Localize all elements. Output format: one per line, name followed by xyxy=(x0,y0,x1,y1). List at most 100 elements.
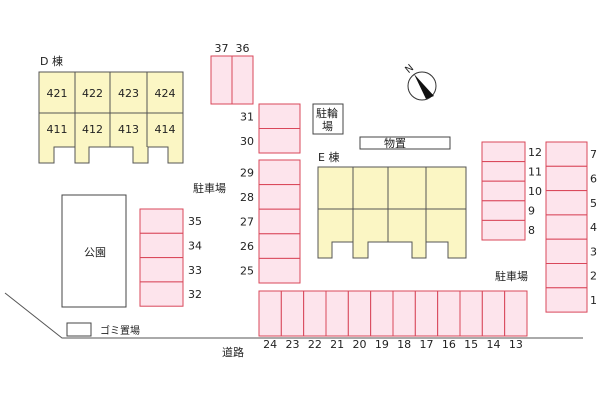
parking-stall-22[interactable] xyxy=(303,290,327,337)
e-building-label: E 棟 xyxy=(318,150,339,164)
stall-number: 31 xyxy=(240,110,254,123)
unit-number: 423 xyxy=(118,87,139,100)
parking-stall-27[interactable] xyxy=(258,208,301,235)
parking-stall-15[interactable] xyxy=(459,290,483,337)
d-building xyxy=(38,71,184,164)
parking-stall-29[interactable] xyxy=(258,159,301,186)
bike-parking-label-2: 場 xyxy=(322,120,333,133)
stall-number: 32 xyxy=(188,288,202,301)
stall-number: 12 xyxy=(528,146,542,159)
parking-stall-16[interactable] xyxy=(437,290,461,337)
parking-stall-23[interactable] xyxy=(280,290,305,337)
parking-stall-37[interactable] xyxy=(210,55,233,105)
stall-number: 14 xyxy=(487,338,501,351)
unit-number: 411 xyxy=(47,123,68,136)
parking-stall-6[interactable] xyxy=(545,165,588,192)
parking-stall-19[interactable] xyxy=(370,290,394,337)
parking-stall-28[interactable] xyxy=(258,184,301,210)
stall-number: 5 xyxy=(590,197,597,210)
bike-parking-label: 駐輪 xyxy=(316,106,338,120)
parking-stall-5[interactable] xyxy=(545,190,588,216)
stall-number: 11 xyxy=(528,165,542,178)
stall-number: 34 xyxy=(188,239,202,252)
stall-number: 25 xyxy=(240,265,254,278)
parking-stall-3[interactable] xyxy=(545,238,588,264)
parking-stall-35[interactable] xyxy=(139,208,184,234)
parking-stall-11[interactable] xyxy=(481,161,526,182)
stall-number: 20 xyxy=(353,338,367,351)
stall-number: 18 xyxy=(397,338,411,351)
parking-label: 駐車場 xyxy=(193,181,226,195)
stall-number: 2 xyxy=(590,270,597,283)
parking-stall-25[interactable] xyxy=(258,257,301,284)
parking-stall-13[interactable] xyxy=(504,290,528,337)
stall-number: 23 xyxy=(286,338,300,351)
parking-stall-33[interactable] xyxy=(139,257,184,283)
parking-stall-30[interactable] xyxy=(258,128,301,154)
stall-number: 16 xyxy=(442,338,456,351)
stall-number: 27 xyxy=(240,216,254,229)
park-label: 公園 xyxy=(84,246,106,259)
stall-number: 6 xyxy=(590,172,597,185)
bike-parking-box xyxy=(312,103,344,135)
parking-stall-7[interactable] xyxy=(545,141,588,167)
garbage-area xyxy=(66,322,92,337)
stall-number: 10 xyxy=(528,185,542,198)
e-building xyxy=(317,166,467,259)
stall-number: 9 xyxy=(528,205,535,218)
stall-number: 35 xyxy=(188,215,202,228)
stall-number: 3 xyxy=(590,245,597,258)
stall-number: 29 xyxy=(240,166,254,179)
stall-number: 8 xyxy=(528,224,535,237)
garbage-label: ゴミ置場 xyxy=(100,324,140,337)
stall-number: 15 xyxy=(464,338,478,351)
parking-stall-1[interactable] xyxy=(545,287,588,313)
parking-stall-8[interactable] xyxy=(481,219,526,241)
stall-number: 26 xyxy=(240,240,254,253)
unit-number: 414 xyxy=(155,123,176,136)
d-building-label: D 棟 xyxy=(40,54,63,68)
stall-number: 7 xyxy=(590,148,597,161)
parking-stall-26[interactable] xyxy=(258,233,301,259)
road-label: 道路 xyxy=(222,345,244,359)
parking-stall-18[interactable] xyxy=(392,290,416,337)
stall-number: 1 xyxy=(590,294,597,307)
parking-stall-12[interactable] xyxy=(481,141,526,163)
stall-number: 22 xyxy=(308,338,322,351)
parking-stall-34[interactable] xyxy=(139,232,184,259)
parking-stall-17[interactable] xyxy=(414,290,439,337)
stall-number: 36 xyxy=(236,42,250,55)
park-area xyxy=(61,194,127,308)
stall-number: 30 xyxy=(240,135,254,148)
parking-stall-31[interactable] xyxy=(258,103,301,129)
parking-stall-14[interactable] xyxy=(481,290,506,337)
stall-number: 21 xyxy=(330,338,344,351)
storage-box xyxy=(359,136,451,150)
stall-number: 19 xyxy=(375,338,389,351)
parking-stall-36[interactable] xyxy=(231,55,254,105)
stall-number: 37 xyxy=(215,42,229,55)
parking-stall-2[interactable] xyxy=(545,263,588,289)
parking-label: 駐車場 xyxy=(495,269,528,283)
stall-number: 13 xyxy=(509,338,523,351)
parking-stall-32[interactable] xyxy=(139,281,184,307)
parking-stall-20[interactable] xyxy=(347,290,372,337)
storage-label: 物置 xyxy=(384,136,406,150)
unit-number: 424 xyxy=(155,87,176,100)
parking-stall-10[interactable] xyxy=(481,180,526,202)
unit-number: 422 xyxy=(82,87,103,100)
unit-number: 421 xyxy=(47,87,68,100)
stall-number: 4 xyxy=(590,221,597,234)
parking-stall-21[interactable] xyxy=(325,290,349,337)
parking-stall-24[interactable] xyxy=(258,290,282,337)
unit-number: 413 xyxy=(118,123,139,136)
stall-number: 24 xyxy=(263,338,277,351)
stall-number: 33 xyxy=(188,264,202,277)
stall-number: 17 xyxy=(420,338,434,351)
parking-stall-9[interactable] xyxy=(481,200,526,221)
parking-stall-4[interactable] xyxy=(545,214,588,240)
north-compass-icon: N xyxy=(403,63,437,101)
road-line xyxy=(4,292,583,339)
stall-number: 28 xyxy=(240,191,254,204)
